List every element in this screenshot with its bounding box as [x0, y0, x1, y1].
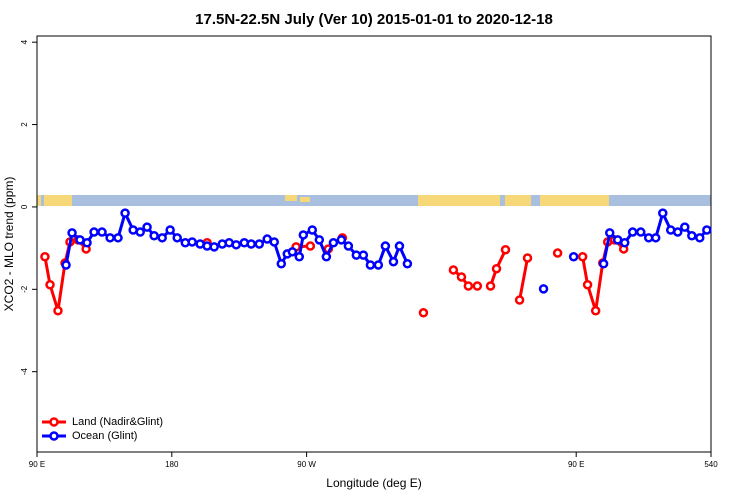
data-point: [500, 245, 511, 255]
data-point: [209, 242, 219, 252]
data-point: [307, 225, 318, 235]
data-point: [246, 239, 256, 249]
x-axis-label: Longitude (deg E): [326, 476, 421, 490]
data-point: [142, 222, 152, 232]
x-tick-label: 90 E: [29, 460, 45, 469]
data-point: [40, 252, 50, 262]
data-point: [687, 231, 697, 241]
data-point: [672, 227, 683, 237]
data-point: [53, 305, 63, 316]
legend-marker: [49, 431, 59, 441]
data-point: [695, 233, 705, 243]
data-point: [590, 305, 601, 316]
data-point: [402, 259, 413, 269]
data-point: [491, 263, 502, 274]
data-point: [358, 250, 369, 260]
y-tick-label: 2: [20, 122, 29, 127]
data-point: [172, 233, 182, 243]
data-point: [538, 284, 549, 294]
data-point: [598, 259, 609, 269]
data-point: [305, 241, 316, 251]
y-tick-label: 0: [20, 204, 29, 209]
data-point: [113, 233, 123, 243]
x-tick-label: 180: [165, 460, 179, 469]
data-point: [702, 225, 712, 235]
data-point: [187, 237, 197, 247]
data-point: [636, 227, 646, 237]
data-point: [472, 281, 483, 291]
data-point: [61, 260, 71, 270]
data-point: [552, 248, 563, 258]
data-point: [89, 227, 99, 237]
data-point: [680, 222, 690, 232]
data-point: [456, 272, 467, 282]
data-point: [627, 227, 638, 237]
data-point: [45, 280, 55, 290]
data-point: [650, 233, 661, 243]
y-tick-label: -2: [20, 285, 29, 293]
data-point: [314, 235, 325, 245]
data-point: [294, 252, 305, 262]
legend-marker: [49, 417, 59, 427]
plot-frame: [36, 35, 712, 453]
data-point: [373, 260, 384, 270]
data-point: [269, 237, 279, 247]
data-point: [149, 231, 159, 241]
data-point: [418, 308, 429, 318]
y-tick-label: 4: [20, 39, 29, 44]
data-point: [82, 238, 92, 248]
data-point: [328, 238, 339, 248]
y-axis-label: XCO2 - MLO trend (ppm): [2, 177, 16, 312]
data-point: [336, 235, 347, 245]
data-point: [231, 240, 241, 250]
surface-strip: [37, 195, 711, 206]
data-point: [522, 253, 533, 263]
data-point: [276, 259, 287, 269]
data-point: [298, 230, 309, 240]
data-point: [658, 208, 668, 218]
data-point: [157, 233, 167, 243]
data-point: [380, 241, 391, 251]
data-point: [619, 238, 630, 248]
data-point: [165, 225, 175, 235]
y-tick-label: -4: [20, 368, 29, 376]
data-point: [105, 233, 115, 243]
data-point: [120, 208, 130, 218]
legend-label: Land (Nadir&Glint): [72, 416, 163, 428]
series-line: [43, 236, 625, 312]
data-point: [485, 281, 496, 291]
legend-label: Ocean (Glint): [72, 430, 137, 442]
x-tick-label: 90 E: [568, 460, 584, 469]
x-tick-label: 540: [704, 460, 718, 469]
data-point: [97, 227, 107, 237]
data-point: [582, 280, 593, 290]
data-point: [287, 247, 298, 257]
data-point: [463, 281, 474, 291]
data-point: [448, 265, 459, 275]
data-point: [394, 241, 405, 251]
data-point: [388, 256, 399, 267]
data-point: [343, 241, 354, 251]
data-point: [67, 228, 77, 238]
data-point: [254, 239, 265, 249]
data-point: [605, 228, 615, 238]
data-point: [135, 227, 145, 237]
data-point: [321, 252, 332, 262]
chart-title: 17.5N-22.5N July (Ver 10) 2015-01-01 to …: [195, 11, 553, 28]
data-point: [577, 252, 588, 262]
data-point: [514, 295, 525, 305]
data-point: [568, 252, 579, 262]
x-tick-label: 90 W: [297, 460, 316, 469]
data-point: [365, 260, 376, 270]
